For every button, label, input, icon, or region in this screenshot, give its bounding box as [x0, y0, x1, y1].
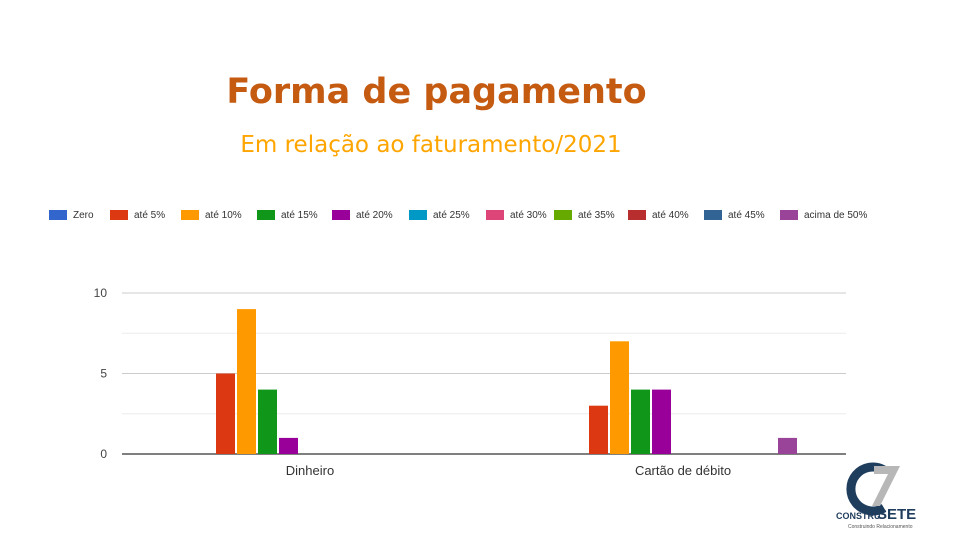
bar	[279, 437, 298, 454]
bar	[237, 309, 256, 454]
logo-brand-right: SETE	[877, 506, 916, 523]
legend-label: Zero	[73, 209, 94, 221]
legend-item: até 30%	[486, 208, 547, 222]
legend-label: até 5%	[134, 209, 166, 221]
bar	[652, 389, 671, 454]
y-tick-label: 5	[100, 367, 107, 381]
bar	[610, 341, 629, 454]
bar	[631, 389, 650, 454]
legend-label: até 40%	[652, 209, 689, 221]
construsete-logo: CONSTRU SETE Construindo Relacionamento	[836, 462, 926, 530]
legend-label: até 30%	[510, 209, 547, 221]
legend-swatch	[49, 210, 67, 220]
logo-brand-left: CONSTRU	[836, 511, 881, 521]
chart-subtitle: Em relação ao faturamento/2021	[240, 132, 622, 158]
chart-title: Forma de pagamento	[226, 72, 647, 112]
chart-legend: Zero até 5% até 10% até 15% até 20% até 25% at…	[0, 0, 980, 230]
legend-item: até 20%	[332, 208, 393, 222]
legend-item: até 15%	[257, 208, 318, 222]
legend-swatch	[486, 210, 504, 220]
bar	[258, 389, 277, 454]
x-tick-label: Dinheiro	[286, 463, 334, 478]
legend-swatch	[257, 210, 275, 220]
legend-swatch	[110, 210, 128, 220]
legend-item: até 10%	[181, 208, 242, 222]
legend-item: até 5%	[110, 208, 165, 222]
legend-label: até 45%	[728, 209, 765, 221]
bar	[589, 405, 608, 454]
legend-item: até 45%	[704, 208, 765, 222]
legend-swatch	[704, 210, 722, 220]
y-tick-label: 10	[94, 286, 108, 300]
legend-label: acima de 50%	[804, 209, 868, 221]
legend-swatch	[181, 210, 199, 220]
legend-item: Zero	[49, 208, 94, 222]
legend-item: até 40%	[628, 208, 689, 222]
legend-item: acima de 50%	[780, 208, 867, 222]
y-tick-label: 0	[100, 447, 107, 461]
bar	[216, 373, 235, 454]
legend-label: até 35%	[578, 209, 615, 221]
x-tick-label: Cartão de débito	[635, 463, 731, 478]
legend-label: até 15%	[281, 209, 318, 221]
bar	[778, 437, 797, 454]
legend-swatch	[628, 210, 646, 220]
logo-mark-icon: CONSTRU SETE Construindo Relacionamento	[836, 462, 916, 530]
legend-label: até 10%	[205, 209, 242, 221]
legend-label: até 20%	[356, 209, 393, 221]
legend-label: até 25%	[433, 209, 470, 221]
legend-swatch	[332, 210, 350, 220]
legend-swatch	[409, 210, 427, 220]
legend-item: até 25%	[409, 208, 470, 222]
legend-swatch	[554, 210, 572, 220]
legend-item: até 35%	[554, 208, 615, 222]
legend-swatch	[780, 210, 798, 220]
logo-tagline: Construindo Relacionamento	[848, 524, 913, 530]
